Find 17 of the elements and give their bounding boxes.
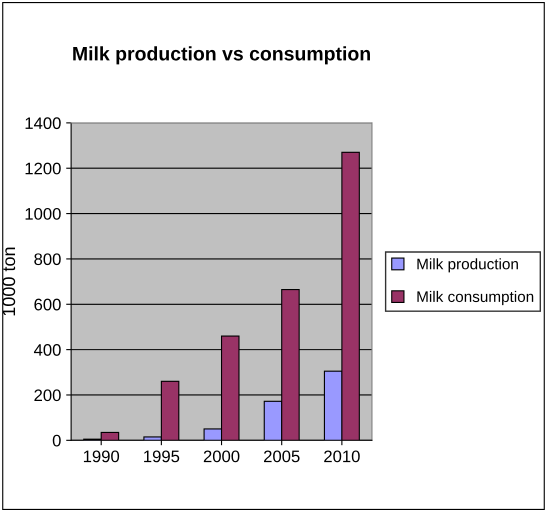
x-tick-label: 2005 — [264, 450, 300, 462]
x-tick-label: 2010 — [324, 450, 360, 462]
x-tick-label: 1995 — [144, 450, 180, 462]
x-tick-label: 1990 — [84, 450, 120, 462]
y-tick-label: 800 — [34, 253, 61, 266]
legend-label: Milk consumption — [417, 290, 534, 306]
x-tick-label: 2000 — [204, 450, 240, 462]
chart-title: Milk production vs consumption — [73, 46, 370, 64]
y-tick-label: 200 — [34, 389, 61, 402]
y-tick-label: 1000 — [26, 208, 61, 220]
legend-label: Milk production — [417, 258, 518, 272]
y-tick-label: 400 — [34, 344, 61, 356]
y-tick-label: 600 — [34, 298, 61, 310]
y-tick-label: 1400 — [26, 117, 61, 130]
y-axis-title: 1000 ton — [2, 248, 16, 316]
y-tick-label: 0 — [52, 434, 61, 447]
y-tick-label: 1200 — [26, 162, 61, 174]
